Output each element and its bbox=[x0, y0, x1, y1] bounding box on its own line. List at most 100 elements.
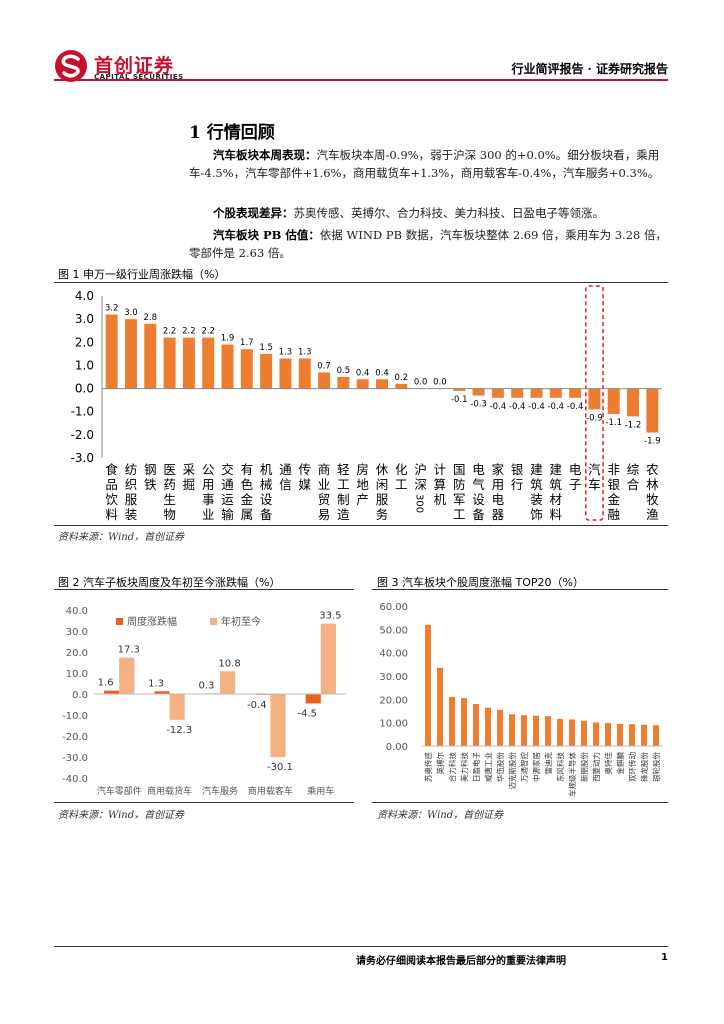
x-tick-label: 汽车服务 bbox=[202, 785, 238, 797]
footer-disclaimer: 请务必仔细阅读本报告最后部分的重要法律声明 bbox=[356, 956, 566, 967]
y-tick-label: -10.0 bbox=[62, 711, 88, 722]
data-label: -0.4 bbox=[247, 700, 267, 711]
data-label: 1.5 bbox=[259, 343, 273, 353]
bar bbox=[607, 388, 620, 415]
y-tick-label: -20.0 bbox=[62, 732, 88, 743]
x-tick-label: 事 bbox=[202, 492, 215, 507]
x-tick-label: 合力科技 bbox=[447, 752, 457, 782]
x-tick-label: 轻 bbox=[337, 462, 350, 477]
y-tick-label: 50.00 bbox=[379, 625, 408, 636]
x-tick-label: 东风科技 bbox=[555, 752, 565, 782]
bar-ytd bbox=[119, 657, 135, 694]
legend-swatch bbox=[116, 618, 123, 625]
x-tick-label: 设 bbox=[472, 492, 485, 507]
x-tick-label: 军 bbox=[453, 492, 466, 507]
bar-ytd bbox=[220, 671, 236, 694]
bar bbox=[605, 723, 611, 746]
x-tick-label: 雷迪克 bbox=[543, 752, 553, 775]
x-tick-label: 美力科技 bbox=[459, 752, 469, 782]
x-tick-label: 金 bbox=[607, 492, 620, 507]
y-tick-label: 40.0 bbox=[66, 606, 88, 617]
bar bbox=[569, 719, 575, 746]
data-label: 1.3 bbox=[298, 347, 312, 357]
x-tick-label: 银 bbox=[607, 477, 620, 492]
x-tick-label: 采 bbox=[183, 462, 196, 477]
x-tick-label: 输 bbox=[221, 507, 234, 522]
highlight-box bbox=[585, 285, 604, 521]
x-tick-label: 通 bbox=[221, 477, 234, 492]
x-tick-label: 金麒麟 bbox=[615, 752, 625, 775]
x-tick-label: 沪 bbox=[414, 462, 427, 477]
x-tick-label: 服 bbox=[376, 492, 389, 507]
bar bbox=[260, 353, 273, 389]
bar bbox=[202, 337, 215, 389]
y-tick-label: 10.00 bbox=[379, 719, 408, 730]
bar bbox=[376, 379, 388, 389]
x-tick-label: 合 bbox=[627, 477, 640, 492]
logo-chinese-name: 首创证券 bbox=[94, 55, 175, 77]
data-label: 33.5 bbox=[319, 611, 341, 622]
x-tick-label: 融 bbox=[607, 507, 620, 522]
x-tick-label: 防 bbox=[453, 477, 466, 492]
x-tick-label: 车 bbox=[588, 477, 601, 492]
x-tick-label: 料 bbox=[105, 507, 118, 522]
bar bbox=[581, 720, 587, 746]
x-tick-label: 非 bbox=[607, 462, 620, 477]
x-tick-label: 装 bbox=[530, 492, 543, 507]
section-title: 1 行情回顾 bbox=[189, 123, 275, 143]
data-label: 1.7 bbox=[240, 338, 254, 348]
x-tick-label: 综 bbox=[627, 462, 640, 477]
bar bbox=[521, 715, 527, 746]
footer-divider bbox=[54, 946, 668, 947]
x-tick-label: 易 bbox=[318, 507, 331, 522]
data-label: 3.0 bbox=[124, 308, 138, 318]
bar bbox=[549, 388, 562, 398]
x-tick-label: 公 bbox=[202, 462, 215, 477]
data-label: 0.0 bbox=[414, 378, 428, 388]
paragraph-lead: 个股表现差异： bbox=[213, 206, 294, 220]
data-label: -0.4 bbox=[567, 402, 584, 412]
x-tick-label: 饮 bbox=[105, 492, 118, 507]
figure-1-top-rule bbox=[54, 282, 668, 283]
x-tick-label: 建 bbox=[550, 462, 563, 477]
data-label: -30.1 bbox=[267, 762, 293, 773]
bar bbox=[593, 722, 599, 746]
x-tick-label: 行 bbox=[511, 477, 524, 492]
data-label: 1.6 bbox=[98, 678, 114, 689]
x-tick-label: 机 bbox=[434, 492, 447, 507]
bar-weekly bbox=[154, 691, 170, 694]
figure-1-bottom-rule bbox=[54, 525, 668, 526]
bar-weekly bbox=[104, 690, 120, 694]
bar bbox=[530, 388, 543, 398]
data-label: 2.2 bbox=[201, 327, 215, 337]
auto-subsector-change-chart: 40.0 30.0 20.0 10.0 0.0 -10.0 -20.0 -30.0 -40.0 1… bbox=[62, 606, 346, 797]
y-tick-label: 40.00 bbox=[379, 649, 408, 660]
figure-2-top-rule bbox=[54, 589, 354, 590]
paragraph-body: 苏奥传感、英搏尔、合力科技、美力科技、日盈电子等领涨。 bbox=[293, 206, 605, 220]
x-tick-label: 筑 bbox=[550, 477, 563, 492]
figure-2-caption: 图 2 汽车子板块周度及年初至今涨跌幅（%） bbox=[58, 576, 281, 589]
data-label: 0.2 bbox=[395, 373, 409, 383]
x-tick-label: 产 bbox=[356, 492, 369, 507]
company-logo: 首创证券 CAPITAL SECURITIES bbox=[54, 49, 194, 85]
bar bbox=[395, 383, 408, 389]
paragraph-stock-performance: 个股表现差异：苏奥传感、英搏尔、合力科技、美力科技、日盈电子等领涨。 bbox=[189, 204, 669, 222]
data-label: 17.3 bbox=[118, 645, 140, 656]
x-tick-label: 备 bbox=[260, 507, 273, 522]
x-tick-label: 银轮股份 bbox=[651, 752, 661, 782]
data-label: 2.2 bbox=[163, 327, 177, 337]
figure-3-source: 资料来源：Wind，首创证券 bbox=[377, 810, 504, 821]
y-tick-label: 1.0 bbox=[75, 358, 94, 372]
bar bbox=[545, 716, 551, 746]
x-tick-label: 日盈电子 bbox=[471, 752, 481, 782]
x-tick-label: 建 bbox=[530, 462, 543, 477]
data-label: -1.9 bbox=[644, 437, 661, 447]
y-tick-label: 3.0 bbox=[75, 312, 94, 326]
x-tick-label: 汽 bbox=[588, 462, 601, 477]
figure-3-bottom-rule bbox=[372, 802, 668, 803]
x-tick-label: 房 bbox=[356, 462, 369, 477]
bar bbox=[453, 388, 466, 391]
y-tick-label: 30.0 bbox=[66, 627, 88, 638]
data-label: 0.0 bbox=[433, 378, 447, 388]
x-tick-label: 子 bbox=[569, 477, 582, 492]
